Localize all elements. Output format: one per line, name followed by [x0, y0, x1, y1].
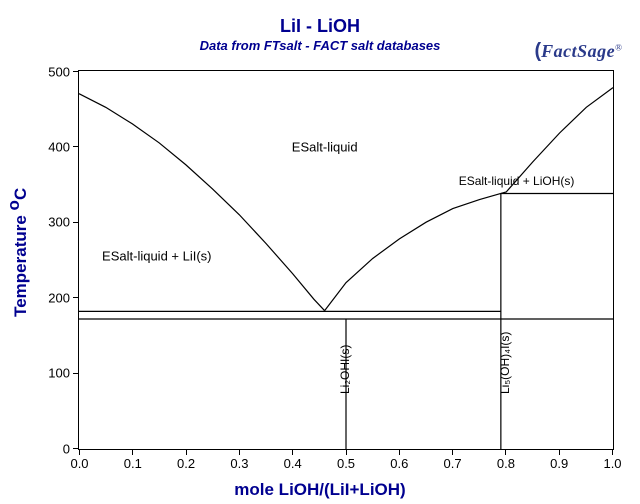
- y-tick-label: 200: [36, 290, 70, 305]
- x-tick: [186, 449, 187, 455]
- x-tick: [505, 449, 506, 455]
- x-axis-title: mole LiOH/(LiI+LiOH): [0, 480, 640, 500]
- y-tick: [73, 71, 79, 72]
- y-tick: [73, 373, 79, 374]
- y-tick: [73, 297, 79, 298]
- x-tick: [399, 449, 400, 455]
- y-axis-title: Temperature oC: [4, 0, 32, 504]
- y-tick-label: 500: [36, 64, 70, 79]
- y-tick-label: 100: [36, 366, 70, 381]
- x-tick-label: 0.3: [230, 456, 248, 471]
- x-tick-label: 0.4: [284, 456, 302, 471]
- x-tick: [132, 449, 133, 455]
- x-tick: [79, 449, 80, 455]
- x-tick: [452, 449, 453, 455]
- x-tick: [292, 449, 293, 455]
- y-tick: [73, 222, 79, 223]
- region-label: ESalt-liquid: [292, 139, 358, 154]
- x-tick: [346, 449, 347, 455]
- x-tick-label: 0.1: [124, 456, 142, 471]
- x-tick-label: 1.0: [603, 456, 621, 471]
- region-label: ESalt-liquid + LiI(s): [102, 249, 211, 264]
- y-tick-label: 400: [36, 139, 70, 154]
- factsage-logo: (FactSage®: [534, 40, 622, 63]
- phase-label-vertical: Li₂OHI(s): [338, 345, 352, 394]
- x-tick-label: 0.5: [337, 456, 355, 471]
- x-tick: [239, 449, 240, 455]
- x-tick-label: 0.6: [390, 456, 408, 471]
- x-tick-label: 0.7: [444, 456, 462, 471]
- y-tick: [73, 146, 79, 147]
- x-tick-label: 0.0: [70, 456, 88, 471]
- y-tick-label: 300: [36, 215, 70, 230]
- y-tick: [73, 448, 79, 449]
- x-tick: [559, 449, 560, 455]
- x-tick-label: 0.8: [497, 456, 515, 471]
- x-tick-label: 0.2: [177, 456, 195, 471]
- x-tick: [612, 449, 613, 455]
- x-tick-label: 0.9: [550, 456, 568, 471]
- chart-title: LiI - LiOH: [0, 16, 640, 37]
- region-label: ESalt-liquid + LiOH(s): [459, 174, 575, 188]
- phase-label-vertical: Li₅(OH)₄I(s): [498, 332, 512, 394]
- y-tick-label: 0: [36, 441, 70, 456]
